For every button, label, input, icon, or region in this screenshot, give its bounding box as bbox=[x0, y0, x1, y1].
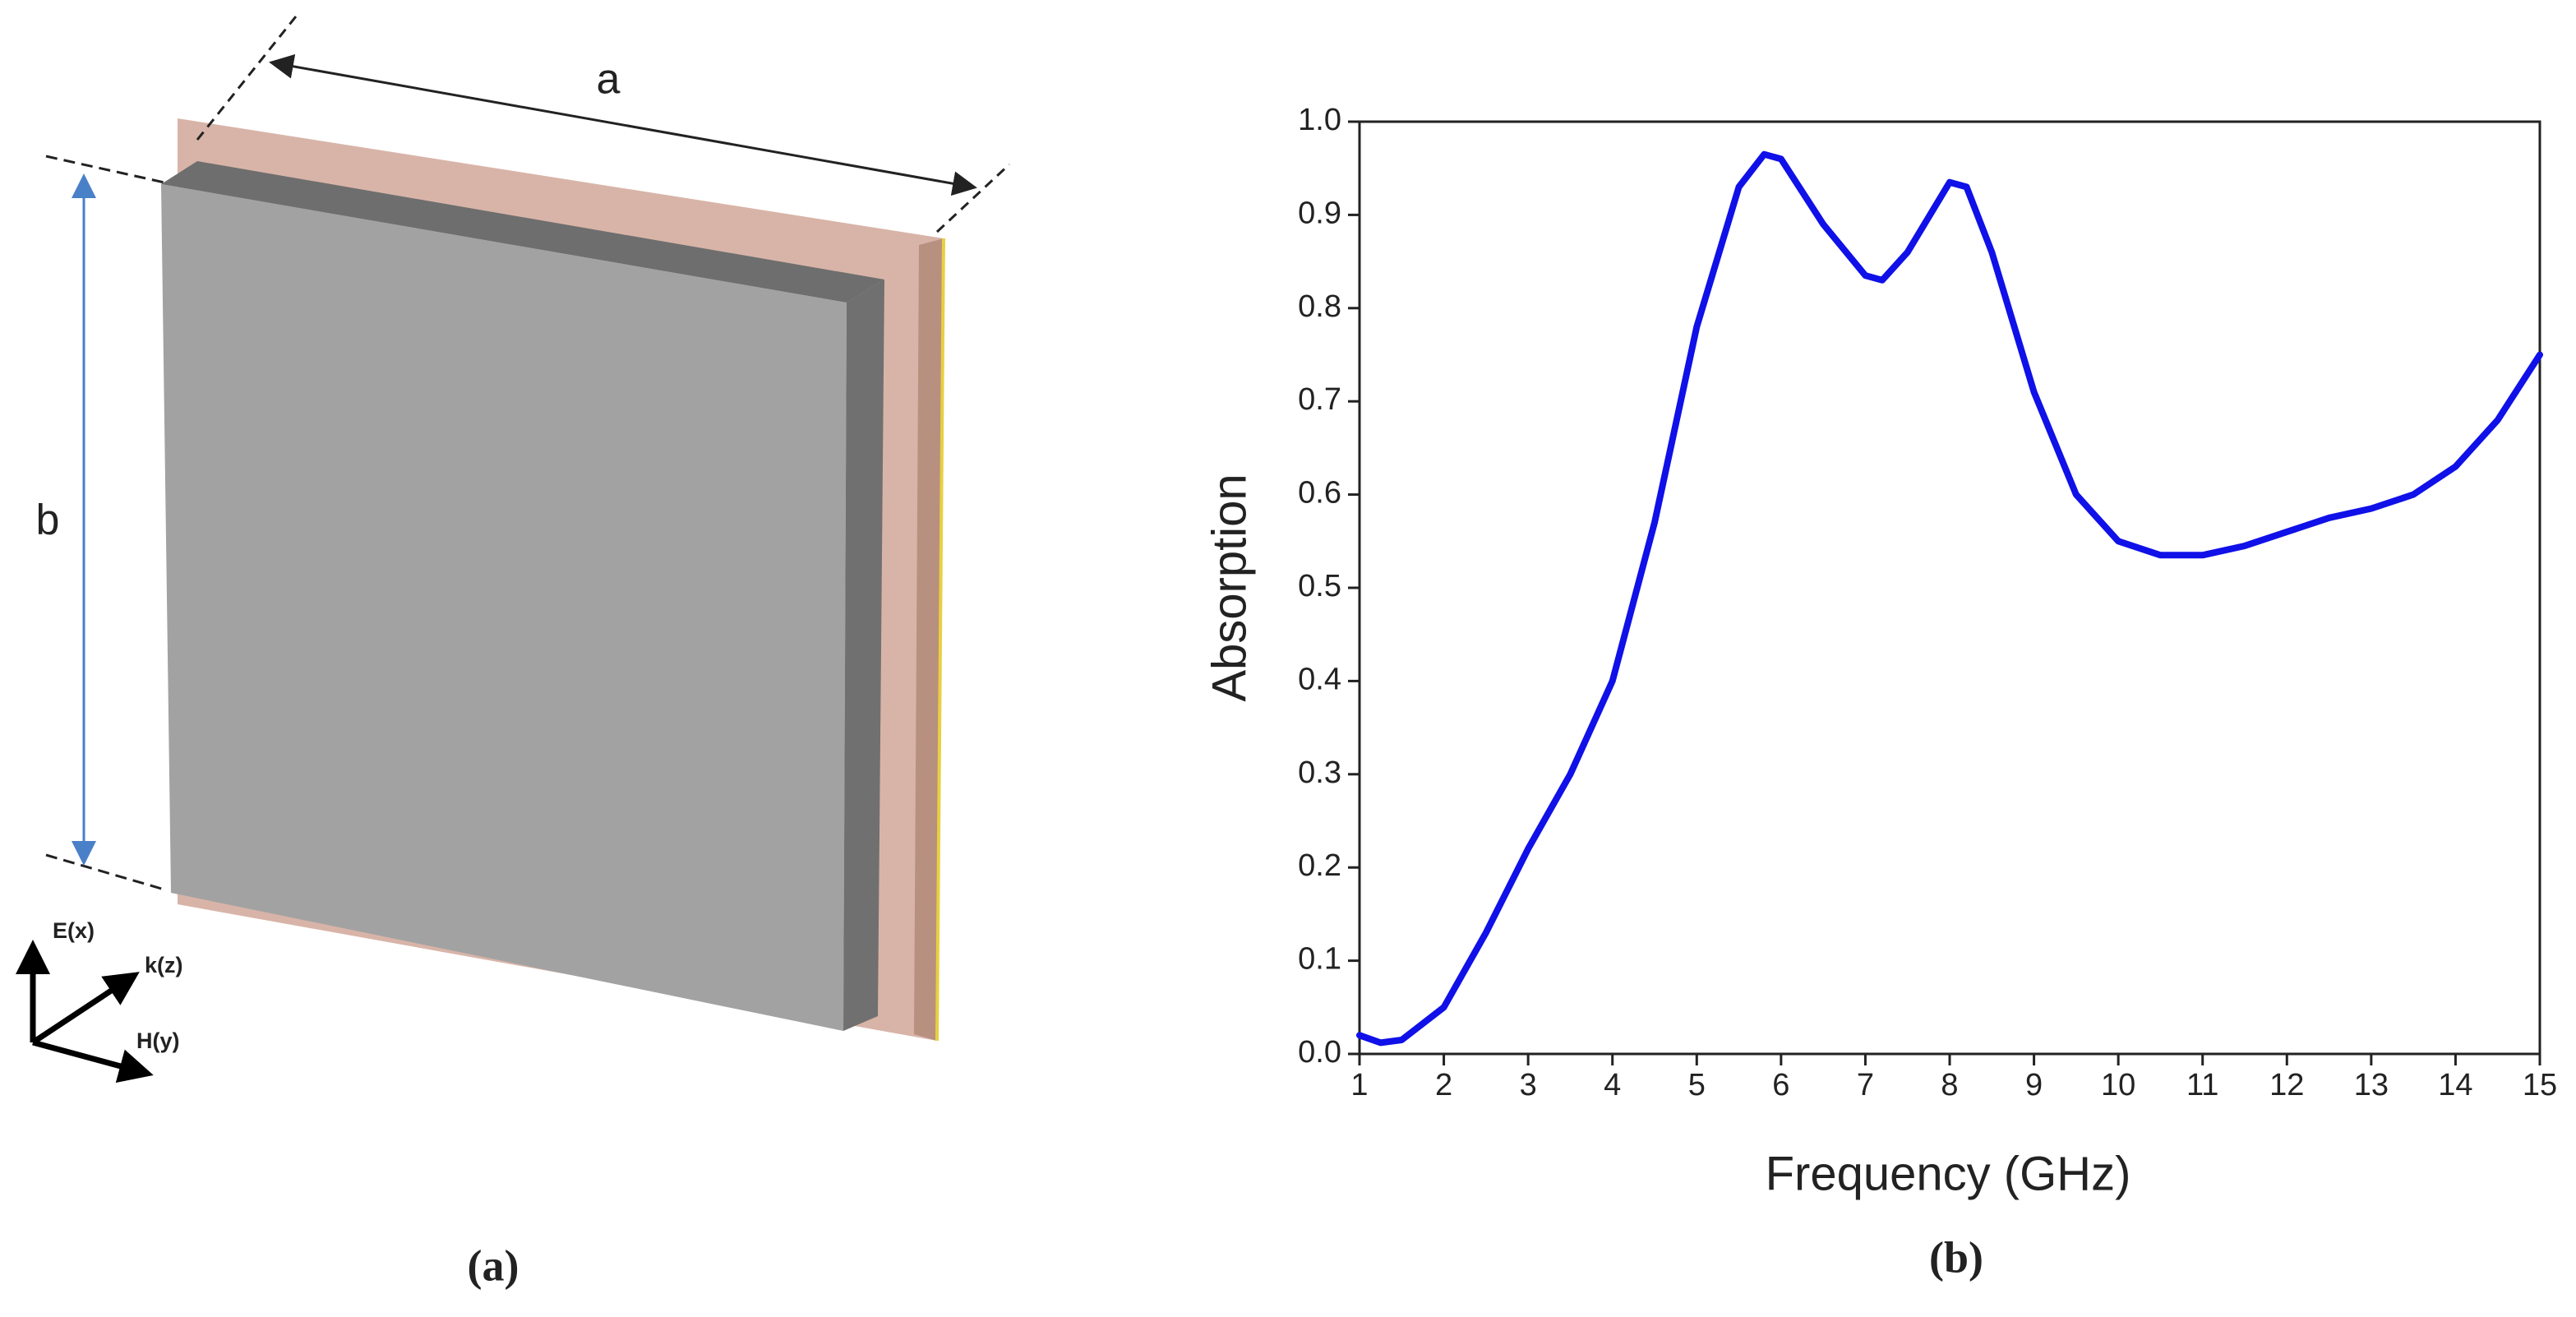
x-tick-label: 4 bbox=[1604, 1068, 1621, 1102]
axis-label: H(y) bbox=[136, 1028, 180, 1053]
x-axis-title: Frequency (GHz) bbox=[1766, 1147, 2131, 1200]
y-tick-label: 0.5 bbox=[1298, 569, 1341, 603]
y-tick-label: 0.6 bbox=[1298, 476, 1341, 511]
panel-label: (a) bbox=[468, 1241, 519, 1290]
patch-side bbox=[843, 280, 884, 1031]
axis-label: k(z) bbox=[145, 953, 183, 977]
x-tick-label: 7 bbox=[1857, 1068, 1874, 1102]
y-axis-title: Absorption bbox=[1203, 474, 1256, 701]
x-tick-label: 10 bbox=[2101, 1068, 2135, 1102]
dim-dash bbox=[196, 16, 298, 141]
y-tick-label: 0.7 bbox=[1298, 382, 1341, 417]
x-tick-label: 5 bbox=[1688, 1068, 1706, 1102]
substrate-edge bbox=[914, 238, 944, 1041]
ground-edge bbox=[935, 238, 945, 1042]
dim-dash bbox=[45, 853, 165, 891]
axis-arrow bbox=[32, 1039, 154, 1084]
dim-dash bbox=[935, 163, 1011, 233]
y-tick-label: 0.0 bbox=[1298, 1035, 1341, 1070]
panel-label: (b) bbox=[1929, 1232, 1983, 1282]
y-tick-label: 0.2 bbox=[1298, 848, 1341, 883]
y-tick-label: 1.0 bbox=[1298, 103, 1341, 137]
width-arrow bbox=[269, 53, 977, 196]
x-tick-label: 12 bbox=[2269, 1068, 2304, 1102]
axis-arrow bbox=[31, 972, 140, 1045]
dim-dash bbox=[45, 155, 165, 184]
y-tick-label: 0.1 bbox=[1298, 942, 1341, 977]
x-tick-label: 6 bbox=[1772, 1068, 1789, 1102]
x-tick-label: 15 bbox=[2523, 1068, 2557, 1102]
axis-label: E(x) bbox=[53, 918, 95, 943]
y-tick-label: 0.9 bbox=[1298, 196, 1341, 230]
x-tick-label: 1 bbox=[1350, 1068, 1368, 1102]
width-label: a bbox=[597, 56, 621, 104]
y-tick-label: 0.4 bbox=[1298, 662, 1341, 696]
y-tick-label: 0.8 bbox=[1298, 289, 1341, 324]
height-label: b bbox=[36, 497, 60, 544]
x-tick-label: 2 bbox=[1435, 1068, 1452, 1102]
x-tick-label: 11 bbox=[2186, 1068, 2218, 1102]
y-tick-label: 0.3 bbox=[1298, 756, 1341, 790]
x-tick-label: 8 bbox=[1941, 1068, 1958, 1102]
data-line bbox=[1356, 150, 2543, 1047]
structure-diagram: a b E(x) k(z) H(y) (a) bbox=[15, 16, 1011, 1290]
patch-top bbox=[161, 161, 884, 303]
patch-face bbox=[161, 184, 847, 1031]
x-tick-label: 3 bbox=[1520, 1068, 1537, 1102]
x-tick-label: 13 bbox=[2354, 1068, 2389, 1102]
x-tick-label: 14 bbox=[2438, 1068, 2472, 1102]
plot-frame bbox=[1358, 120, 2541, 1056]
x-tick-label: 9 bbox=[2025, 1068, 2043, 1102]
